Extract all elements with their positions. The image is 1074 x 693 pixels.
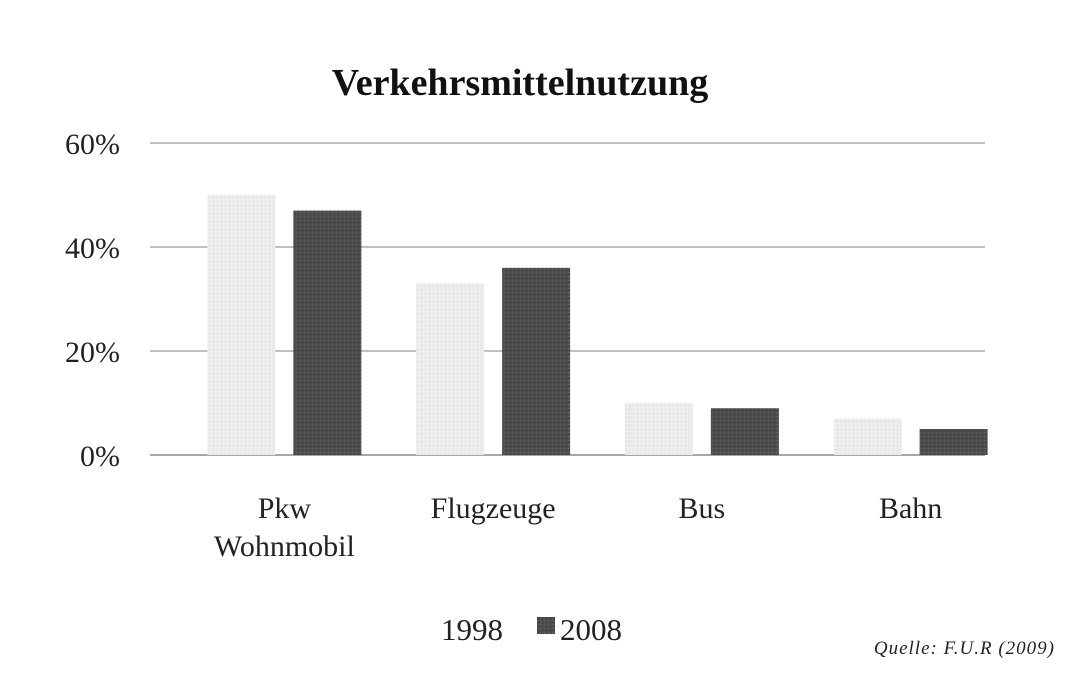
- x-tick-label: Bus: [679, 492, 726, 525]
- x-tick-label: Bahn: [879, 492, 942, 525]
- bar-1998-bus: [624, 403, 693, 455]
- y-tick-label: 0%: [80, 440, 120, 473]
- legend: 1998 2008: [441, 612, 622, 647]
- x-tick-label: Pkw Wohnmobil: [214, 492, 355, 563]
- legend-label-1998: 1998: [441, 612, 503, 647]
- bars: [207, 195, 988, 455]
- bar-1998-flugzeuge: [416, 283, 485, 455]
- y-tick-label: 40%: [65, 232, 120, 265]
- bar-1998-pkw-wohnmobil: [207, 195, 276, 455]
- bar-1998-bahn: [833, 418, 902, 455]
- chart-title: Verkehrsmittelnutzung: [332, 62, 708, 104]
- bar-2008-pkw-wohnmobil: [293, 210, 362, 455]
- x-tick-label: Flugzeuge: [431, 492, 556, 525]
- x-axis-labels: Pkw Wohnmobil Flugzeuge Bus Bahn: [214, 492, 942, 563]
- legend-swatch-2008: [537, 617, 555, 634]
- bar-2008-bus: [710, 408, 779, 455]
- legend-label-2008: 2008: [560, 612, 622, 647]
- y-axis-ticks: 0% 20% 40% 60%: [65, 128, 120, 473]
- bar-2008-bahn: [919, 429, 988, 455]
- source-note: Quelle: F.U.R (2009): [874, 638, 1055, 659]
- y-tick-label: 20%: [65, 336, 120, 369]
- bar-2008-flugzeuge: [502, 267, 571, 455]
- y-tick-label: 60%: [65, 128, 120, 161]
